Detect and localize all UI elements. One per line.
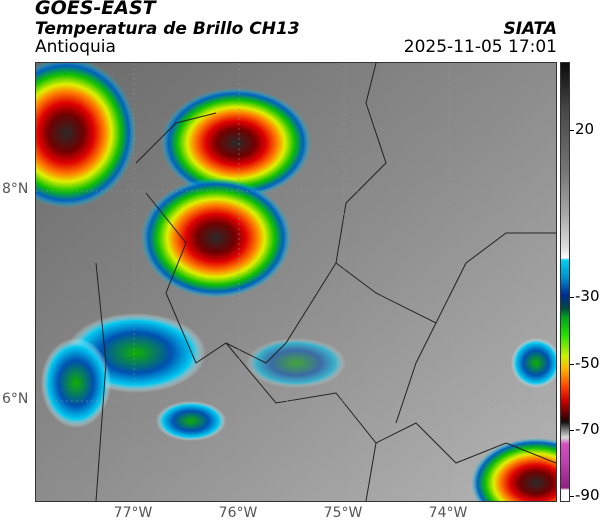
timestamp-label: 2025-11-05 17:01 bbox=[403, 37, 557, 57]
longitude-label: 77°W bbox=[113, 505, 153, 521]
longitude-label: 75°W bbox=[323, 505, 363, 521]
latitude-label: 6°N bbox=[2, 391, 29, 407]
boundaries bbox=[95, 62, 557, 502]
colorbar-label: -70 bbox=[575, 420, 600, 438]
colorbar-label: 20 bbox=[575, 120, 595, 138]
colorbar-tick bbox=[570, 364, 574, 365]
satellite-title: GOES-EAST bbox=[35, 0, 156, 19]
organization-label: SIATA bbox=[503, 19, 557, 39]
weak-cell bbox=[156, 401, 226, 441]
colorbar-label: -90 bbox=[575, 486, 600, 504]
colorbar-tick bbox=[570, 496, 574, 497]
storm-cell bbox=[161, 88, 311, 198]
storm-cell bbox=[141, 178, 291, 298]
colorbar-tick bbox=[570, 430, 574, 431]
colorbar-label: -30 bbox=[575, 287, 600, 305]
weak-cell bbox=[246, 338, 346, 388]
colorbar-tick bbox=[570, 130, 574, 131]
latitude-label: 8°N bbox=[2, 181, 29, 197]
colorbar bbox=[560, 62, 570, 502]
longitude-label: 76°W bbox=[218, 505, 258, 521]
cloud-cells bbox=[0, 58, 600, 526]
map-image bbox=[0, 58, 600, 526]
colorbar-tick bbox=[570, 297, 574, 298]
product-title: Temperatura de Brillo CH13 bbox=[35, 19, 300, 39]
brightness-temperature-map bbox=[0, 58, 600, 526]
region-label: Antioquia bbox=[35, 37, 116, 57]
colorbar-label: -50 bbox=[575, 354, 600, 372]
longitude-label: 74°W bbox=[428, 505, 468, 521]
weak-cell bbox=[511, 338, 561, 388]
weak-cell bbox=[41, 338, 111, 428]
